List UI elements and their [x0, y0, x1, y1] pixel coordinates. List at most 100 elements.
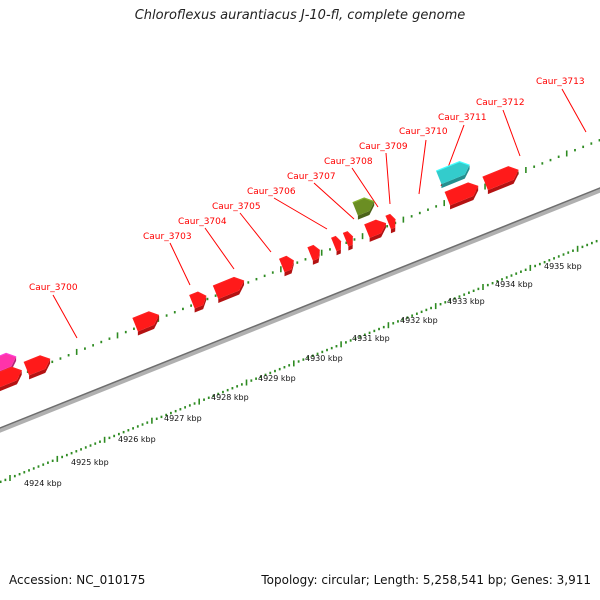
leader-caur-3703 [169, 242, 191, 286]
track-minor-tick [271, 271, 274, 274]
scale-label-4924: 4924 kbp [24, 479, 62, 488]
gene-arrow-side [194, 296, 207, 313]
cds-gene-arrow[interactable] [331, 235, 342, 256]
scale-label-4926: 4926 kbp [118, 435, 156, 444]
scale-minor-tick [354, 337, 357, 340]
scale-minor-tick [226, 388, 229, 392]
gene-label-caur-3708[interactable]: Caur_3708 [324, 157, 373, 167]
scale-minor-tick [37, 465, 40, 468]
cds-gene-arrow[interactable] [0, 366, 22, 394]
leader-caur-3700 [52, 294, 78, 339]
scale-minor-tick [207, 396, 210, 399]
gene-arrow-face [482, 166, 519, 191]
track-minor-tick [263, 274, 266, 278]
genome-summary-text: Topology: circular; Length: 5,258,541 bp… [261, 573, 591, 587]
scale-minor-tick [378, 327, 380, 331]
scale-minor-tick [75, 450, 78, 453]
track-minor-tick [557, 155, 560, 158]
scale-minor-tick [236, 385, 239, 388]
leader-caur-3708 [351, 167, 379, 208]
gene-arrow-highlight [482, 166, 519, 178]
gene-label-caur-3710[interactable]: Caur_3710 [399, 127, 448, 137]
cds-gene-arrow[interactable] [385, 213, 396, 234]
gene-label-caur-3705[interactable]: Caur_3705 [212, 202, 261, 212]
gene-arrow-side [0, 370, 22, 392]
scale-minor-tick [99, 440, 101, 443]
gene-label-caur-3703[interactable]: Caur_3703 [143, 232, 192, 242]
gene-label-caur-3704[interactable]: Caur_3704 [178, 217, 227, 227]
gene-arrow-highlight [444, 182, 479, 193]
leader-caur-3712 [502, 109, 521, 157]
gene-arrow-side [336, 241, 342, 256]
leader-caur-3713 [561, 88, 587, 133]
gene-arrow-face [364, 220, 386, 238]
scale-minor-tick [311, 354, 314, 357]
scale-minor-tick [32, 467, 35, 470]
cds-gene-arrow[interactable] [189, 291, 207, 313]
scale-minor-tick [501, 278, 503, 281]
scale-minor-tick [406, 316, 409, 319]
gene-label-caur-3709[interactable]: Caur_3709 [359, 142, 408, 152]
scale-minor-tick [581, 245, 584, 249]
gene-label-caur-3712[interactable]: Caur_3712 [476, 98, 525, 108]
gene-label-caur-3713[interactable]: Caur_3713 [536, 77, 585, 87]
gene-arrow-highlight [364, 219, 387, 226]
gene-label-caur-3706[interactable]: Caur_3706 [247, 187, 296, 197]
track-minor-tick [182, 307, 184, 311]
track-minor-tick [247, 281, 250, 284]
gene-arrow-side [284, 260, 294, 277]
scale-label-4927: 4927 kbp [164, 414, 202, 423]
gene-label-caur-3711[interactable]: Caur_3711 [438, 113, 487, 123]
scale-minor-tick [255, 377, 257, 380]
gene-arrow-side [487, 170, 519, 195]
track-minor-tick [345, 241, 348, 244]
scale-minor-tick [411, 314, 414, 317]
gene-arrow-side [450, 186, 479, 210]
gene-arrow-highlight [0, 366, 22, 373]
scale-minor-tick [108, 436, 111, 440]
cds-gene-arrow[interactable] [279, 255, 295, 277]
scale-minor-tick [80, 448, 82, 451]
scale-minor-tick [543, 260, 546, 264]
gene-arrow-face [0, 353, 17, 371]
cds-gene-arrow[interactable] [212, 276, 245, 303]
gene-arrow-face [23, 355, 51, 376]
cds-gene-arrow[interactable] [444, 182, 479, 210]
scale-minor-tick [430, 306, 432, 310]
gene-arrow-highlight [435, 161, 470, 172]
cds-gene-arrow[interactable] [307, 244, 321, 265]
gene-arrow-face [189, 292, 207, 309]
track-minor-tick [598, 139, 600, 142]
cds-gene-arrow[interactable] [342, 231, 354, 251]
scale-minor-tick [486, 283, 489, 287]
gene-arrow-highlight [331, 235, 342, 243]
cds-gene-arrow[interactable] [364, 219, 387, 242]
track-minor-tick [533, 165, 536, 168]
scale-minor-tick [520, 270, 522, 273]
trna-gene-arrow[interactable] [435, 161, 470, 189]
scale-minor-tick [491, 281, 494, 285]
scale-minor-tick [217, 392, 220, 396]
track-minor-tick [51, 360, 54, 364]
scale-minor-tick [302, 358, 305, 361]
gene-label-caur-3707[interactable]: Caur_3707 [287, 172, 336, 182]
gene-labels: Caur_3700 Caur_3703 Caur_3704 Caur_3705 … [29, 77, 585, 293]
track-minor-tick [582, 145, 585, 149]
rrna-gene-arrow[interactable] [352, 197, 375, 220]
scale-minor-tick [510, 274, 513, 277]
scale-minor-tick [468, 291, 470, 294]
scale-minor-tick [94, 442, 97, 445]
cds-gene-arrow[interactable] [482, 166, 519, 195]
scale-minor-tick [415, 312, 418, 315]
gene-label-caur-3700[interactable]: Caur_3700 [29, 283, 78, 293]
scale-minor-tick [184, 406, 187, 409]
gene-arrow-side [137, 315, 159, 336]
scale-label-4925: 4925 kbp [71, 458, 109, 467]
cds-gene-arrow[interactable] [132, 311, 160, 336]
scale-minor-tick [572, 249, 574, 252]
scale-minor-tick [18, 472, 21, 476]
scale-minor-tick [70, 451, 73, 455]
scale-minor-tick [278, 367, 281, 371]
scale-minor-tick [288, 364, 291, 367]
cds-gene-arrow[interactable] [23, 355, 51, 380]
